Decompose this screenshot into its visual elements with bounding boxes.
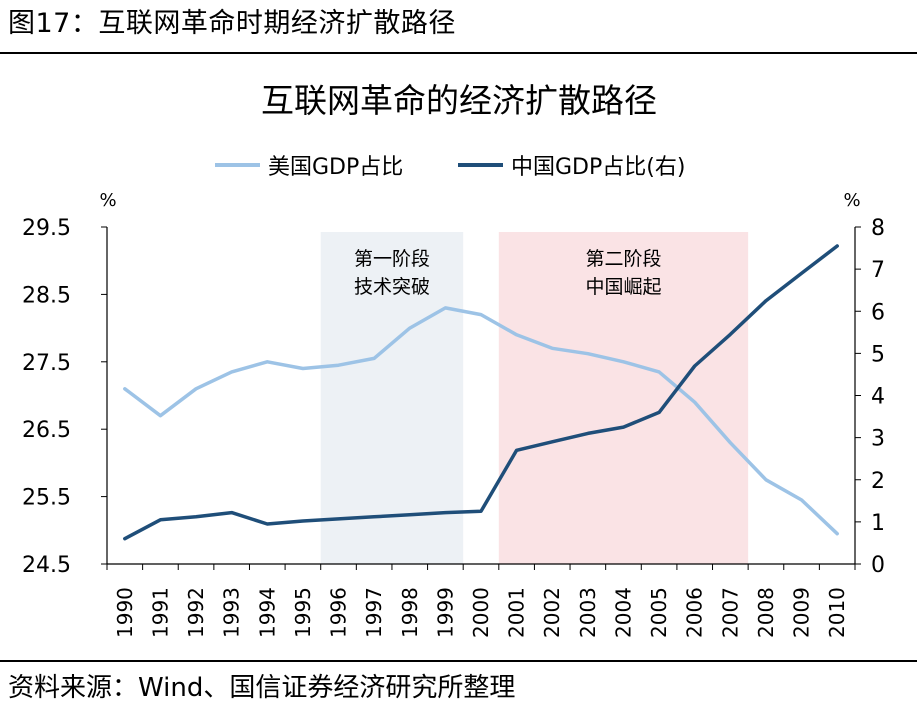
x-tick-label: 2008: [754, 587, 778, 638]
phase-label-2-line-1: 第二阶段: [585, 248, 661, 270]
right-tick-label: 7: [871, 258, 885, 283]
phase-label-1-line-1: 第一阶段: [354, 248, 430, 270]
chart: 互联网革命的经济扩散路径 美国GDP占比 中国GDP占比(右) % % 第一阶段…: [22, 81, 885, 638]
axes: 29.5 28.5 27.5 26.5 25.5 24.5 8 7 6 5 4 3 2 1 0 1990 199…: [22, 216, 885, 638]
right-tick-label: 1: [871, 511, 885, 536]
right-tick-label: 5: [871, 342, 885, 367]
x-tick-label: 1994: [255, 587, 279, 638]
phase-label-1-line-2: 技术突破: [354, 276, 430, 298]
x-tick-label: 1991: [148, 587, 172, 638]
series-lines: [123, 244, 839, 541]
phase-band-2: [498, 232, 749, 564]
x-tick-label: 2003: [576, 587, 600, 638]
phase-band-1: [320, 232, 464, 564]
left-tick-label: 28.5: [22, 283, 71, 308]
left-tick-label: 26.5: [22, 418, 71, 443]
right-tick-label: 2: [871, 469, 885, 494]
x-tick-label: 2001: [505, 587, 529, 638]
x-tick-label: 1999: [433, 587, 457, 638]
x-tick-label: 2007: [718, 587, 742, 638]
x-tick-label: 2002: [540, 587, 564, 638]
x-tick-label: 2004: [611, 587, 635, 638]
series-line-china: [123, 244, 839, 541]
source-note: 资料来源：Wind、国信证券经济研究所整理: [8, 673, 516, 703]
x-tick-label: 2005: [647, 587, 671, 638]
legend-label-china: 中国GDP占比(右): [511, 155, 685, 180]
right-tick-label: 8: [871, 216, 885, 241]
x-tick-label: 1997: [362, 587, 386, 638]
left-tick-label: 29.5: [22, 216, 71, 241]
x-tick-label: 2009: [790, 587, 814, 638]
x-tick-label: 2010: [825, 587, 849, 638]
chart-title: 互联网革命的经济扩散路径: [261, 81, 657, 120]
series-line-us: [123, 306, 839, 536]
x-tick-label: 1992: [184, 587, 208, 638]
legend-label-us: 美国GDP占比: [268, 155, 403, 180]
x-tick-label: 1993: [220, 587, 244, 638]
phase-label-2-line-2: 中国崛起: [585, 276, 661, 298]
left-axis-unit: %: [99, 190, 116, 211]
right-tick-label: 3: [871, 427, 885, 452]
x-tick-label: 1995: [291, 587, 315, 638]
right-axis-unit: %: [843, 190, 860, 211]
x-tick-label: 2006: [683, 587, 707, 638]
bottom-rule: [0, 660, 917, 662]
right-tick-label: 4: [871, 385, 885, 410]
left-tick-label: 27.5: [22, 351, 71, 376]
top-rule: [0, 52, 917, 54]
x-tick-label: 1990: [113, 587, 137, 638]
x-tick-label: 1996: [327, 587, 351, 638]
left-tick-label: 25.5: [22, 486, 71, 511]
x-tick-label: 1998: [398, 587, 422, 638]
left-tick-label: 24.5: [22, 553, 71, 578]
right-tick-label: 6: [871, 300, 885, 325]
x-tick-label: 2000: [469, 587, 493, 638]
right-tick-label: 0: [871, 553, 885, 578]
figure-title: 图17：互联网革命时期经济扩散路径: [8, 8, 456, 39]
